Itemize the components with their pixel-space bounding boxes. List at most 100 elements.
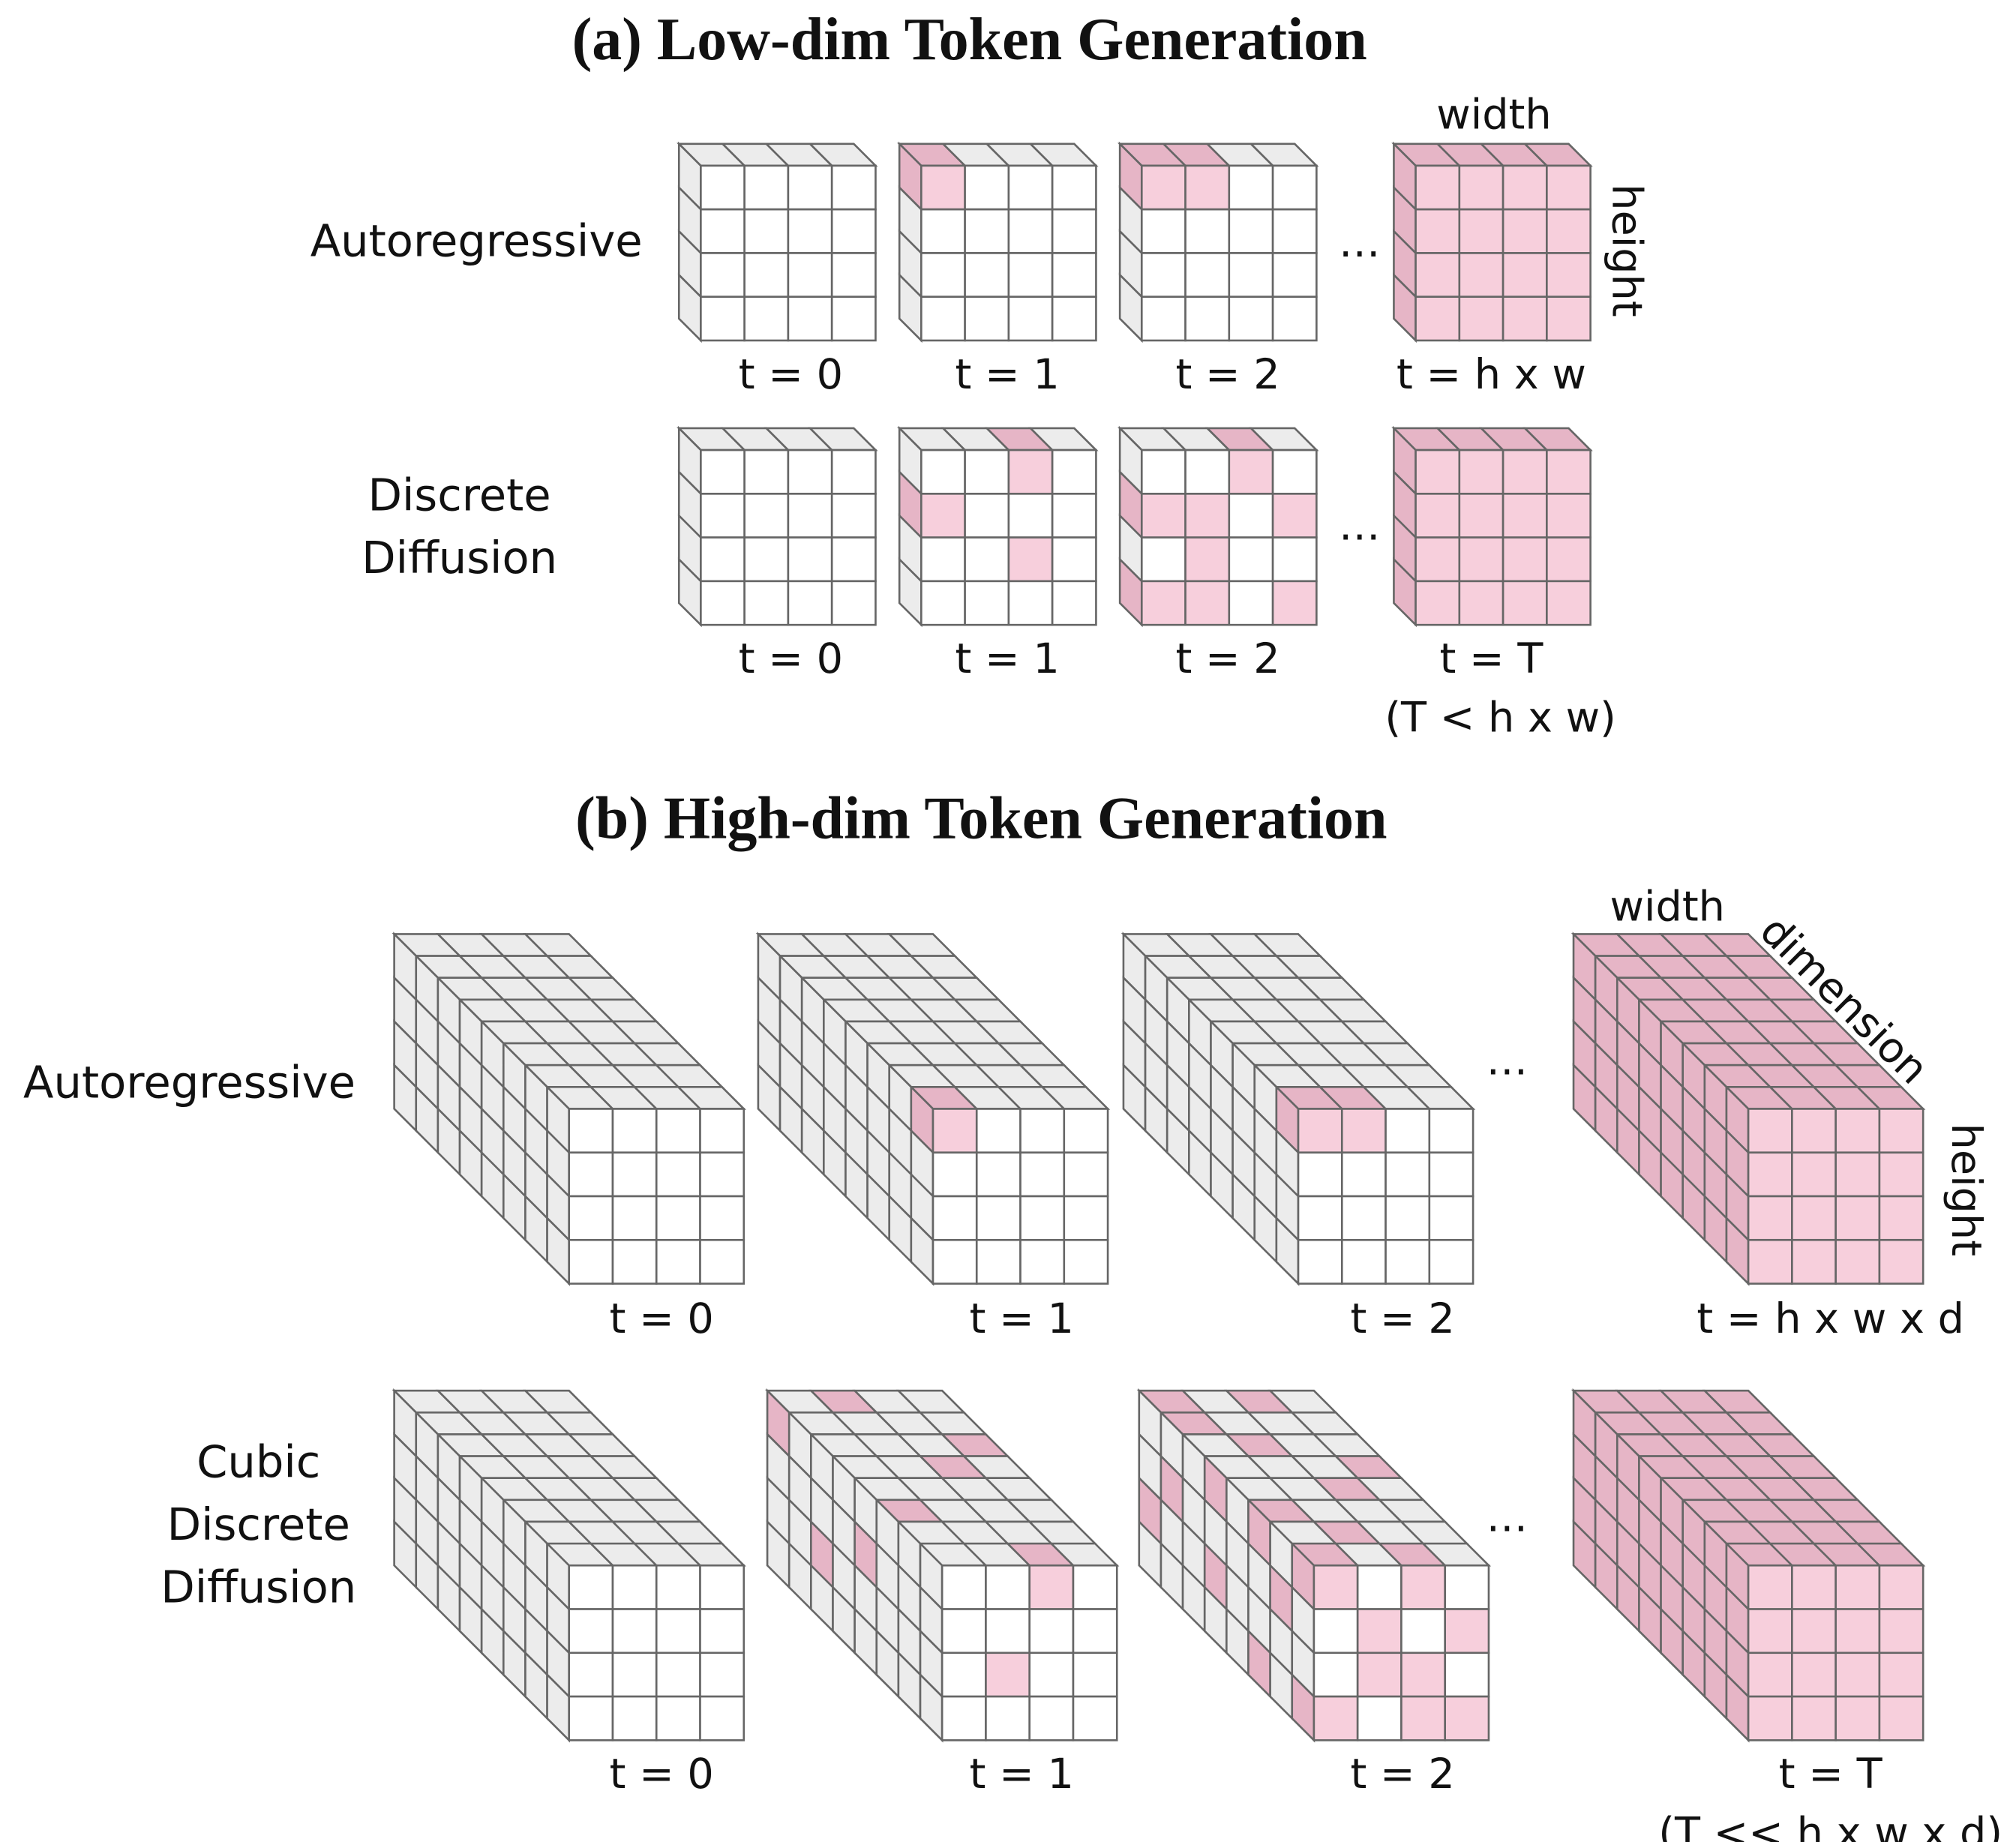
front-cell [1072, 1564, 1118, 1610]
front-cell [699, 1108, 746, 1154]
front-cell [1007, 252, 1054, 298]
cube [1118, 425, 1319, 628]
front-cell [1791, 1238, 1837, 1285]
front-cell [743, 208, 790, 254]
front-cell [1072, 1608, 1118, 1654]
front-cell [1384, 1238, 1431, 1285]
front-cell [655, 1564, 701, 1610]
front-cell [1878, 1608, 1924, 1654]
front-cell [743, 164, 790, 211]
front-cell [787, 208, 833, 254]
front-cell [1546, 208, 1592, 254]
front-cell [1502, 252, 1548, 298]
front-cell [1184, 296, 1231, 342]
front-cell [1834, 1108, 1881, 1154]
front-cell [1458, 448, 1504, 495]
front-cell [1458, 252, 1504, 298]
front-cell [787, 448, 833, 495]
front-cell [1747, 1108, 1793, 1154]
front-cell [964, 252, 1010, 298]
front-cell [1228, 252, 1274, 298]
front-cell [964, 493, 1010, 538]
front-cell [568, 1151, 614, 1198]
front-cell [568, 1564, 614, 1610]
front-cell [1414, 536, 1461, 583]
front-cell [1400, 1695, 1446, 1742]
front-cell [1051, 448, 1097, 495]
front-cell [964, 448, 1010, 495]
front-cell [1063, 1151, 1109, 1198]
front-cell [1007, 580, 1054, 626]
front-cell [743, 252, 790, 298]
step-label: t = 0 [610, 1294, 714, 1343]
front-cell [1271, 208, 1318, 254]
front-cell [1878, 1151, 1924, 1198]
front-cell [1184, 493, 1231, 538]
front-cell [1502, 580, 1548, 626]
front-cell [1007, 493, 1054, 538]
front-cell [1007, 448, 1054, 495]
front-cell [932, 1238, 978, 1285]
front-cell [1028, 1695, 1075, 1742]
cube [1136, 1388, 1492, 1743]
front-cell [700, 296, 746, 342]
step-label: t = 0 [610, 1750, 714, 1798]
front-cell [568, 1238, 614, 1285]
front-cell [985, 1608, 1031, 1654]
front-cell [1271, 252, 1318, 298]
front-cell [964, 536, 1010, 583]
front-cell [1414, 493, 1461, 538]
front-cell [1271, 580, 1318, 626]
ellipsis: … [1339, 218, 1381, 267]
cube [392, 932, 746, 1286]
front-cell [1051, 580, 1097, 626]
front-cell [699, 1195, 746, 1241]
front-cell [1791, 1652, 1837, 1698]
axis-label: width [1610, 882, 1725, 931]
front-cell [1063, 1108, 1109, 1154]
front-cell [611, 1564, 658, 1610]
front-cell [920, 493, 966, 538]
front-cell [1228, 208, 1274, 254]
front-cell [1400, 1564, 1446, 1610]
front-cell [1502, 493, 1548, 538]
front-cell [700, 208, 746, 254]
front-cell [830, 448, 877, 495]
front-cell [932, 1195, 978, 1241]
front-cell [700, 536, 746, 583]
cube [676, 425, 878, 628]
front-cell [1271, 448, 1318, 495]
front-cell [830, 164, 877, 211]
front-cell [932, 1151, 978, 1198]
front-cell [975, 1108, 1022, 1154]
front-cell [1140, 580, 1186, 626]
front-cell [1458, 580, 1504, 626]
front-cell [1340, 1195, 1387, 1241]
front-cell [1747, 1238, 1793, 1285]
front-cell [1297, 1108, 1343, 1154]
front-cell [964, 296, 1010, 342]
front-cell [787, 164, 833, 211]
front-cell [1051, 493, 1097, 538]
front-cell [1312, 1652, 1359, 1698]
front-cell [1271, 164, 1318, 211]
cube [1391, 425, 1593, 628]
front-cell [1834, 1695, 1881, 1742]
step-note: (T < h x w) [1384, 693, 1616, 742]
front-cell [1019, 1108, 1066, 1154]
front-cell [1297, 1238, 1343, 1285]
step-label: t = 2 [1175, 350, 1280, 399]
front-cell [1007, 164, 1054, 211]
row-label: Diffusion [160, 1561, 356, 1612]
front-cell [1878, 1652, 1924, 1698]
front-cell [932, 1108, 978, 1154]
front-cell [1072, 1695, 1118, 1742]
front-cell [568, 1108, 614, 1154]
front-cell [1414, 448, 1461, 495]
front-cell [1028, 1608, 1075, 1654]
front-cell [1063, 1195, 1109, 1241]
front-cell [611, 1608, 658, 1654]
front-cell [920, 296, 966, 342]
front-cell [1878, 1564, 1924, 1610]
front-cell [830, 208, 877, 254]
